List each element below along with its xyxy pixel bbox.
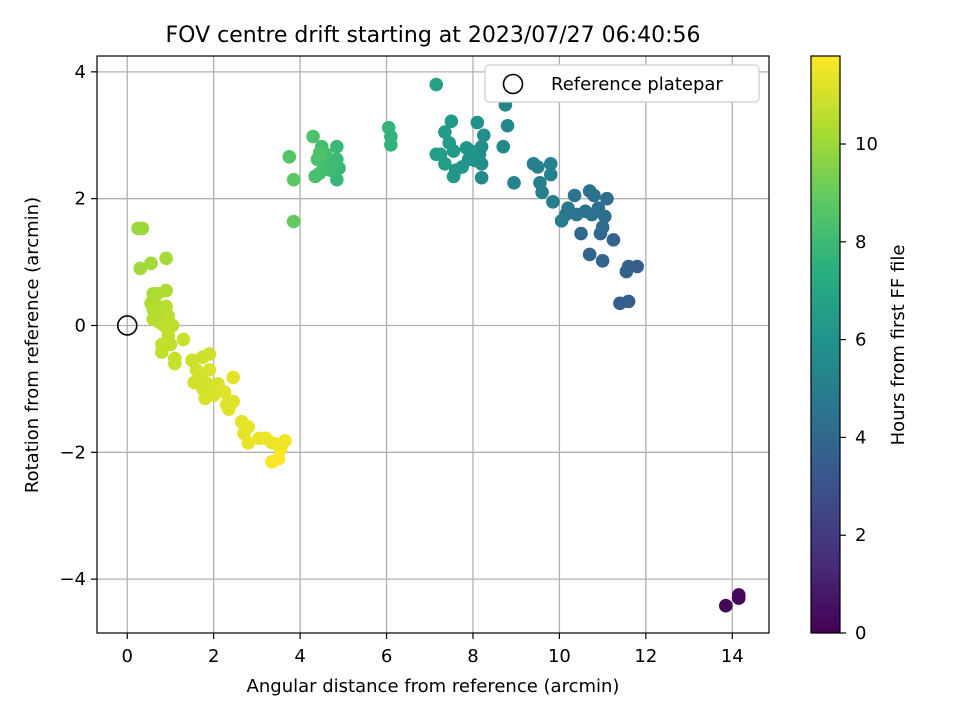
x-axis-ticks: 0 2 4 6 8 10 12 14 — [122, 633, 744, 667]
x-tick-label: 8 — [467, 646, 478, 667]
data-point — [459, 141, 474, 155]
data-point — [533, 176, 547, 190]
data-point — [543, 167, 558, 182]
data-point — [554, 214, 569, 228]
data-point — [438, 125, 452, 139]
data-point — [546, 195, 560, 209]
legend-marker — [502, 73, 524, 95]
data-point — [476, 128, 491, 143]
data-point — [448, 163, 463, 177]
legend: Reference platepar — [484, 64, 760, 103]
data-point — [217, 385, 232, 399]
data-point — [496, 139, 511, 154]
scatter-points — [131, 77, 746, 613]
legend-box — [484, 64, 760, 103]
data-point — [731, 588, 746, 602]
data-point — [381, 120, 396, 135]
data-point — [282, 150, 297, 164]
data-point — [226, 394, 240, 409]
colorbar-tick-label: 6 — [855, 330, 866, 351]
data-point — [500, 118, 515, 133]
legend-entry: Reference platepar — [551, 74, 723, 95]
data-point — [159, 283, 173, 298]
y-tick-label: 4 — [75, 62, 86, 83]
grid-lines — [97, 56, 769, 633]
data-point — [167, 356, 182, 371]
data-point — [567, 188, 582, 203]
colorbar-gradient — [810, 55, 841, 634]
data-point — [543, 156, 558, 171]
y-axis-label: Rotation from reference (arcmin) — [22, 197, 43, 493]
y-tick-label: 2 — [75, 189, 86, 210]
data-point — [429, 147, 444, 162]
data-point — [312, 146, 327, 160]
colorbar-tick-label: 10 — [855, 134, 878, 155]
data-point — [526, 156, 541, 171]
data-point — [330, 172, 344, 187]
x-tick-label: 10 — [548, 646, 571, 667]
colorbar-tick-label: 4 — [855, 427, 866, 448]
data-point — [206, 388, 221, 403]
y-tick-label: 0 — [75, 315, 86, 336]
data-point — [202, 363, 217, 377]
data-point — [574, 226, 588, 241]
data-point — [600, 191, 614, 206]
data-point — [595, 254, 610, 268]
data-point — [470, 115, 485, 130]
reference-platepar-marker — [116, 315, 138, 336]
x-tick-label: 6 — [381, 646, 392, 667]
data-point — [308, 169, 323, 184]
data-point — [135, 221, 150, 236]
x-axis-label: Angular distance from reference (arcmin) — [247, 676, 620, 697]
colorbar-ticks: 0 2 4 6 8 10 — [840, 134, 878, 644]
data-point — [613, 296, 627, 311]
x-tick-label: 12 — [634, 646, 657, 667]
y-tick-label: −2 — [59, 442, 86, 463]
data-point — [429, 77, 444, 92]
data-point — [241, 435, 256, 450]
x-tick-label: 2 — [208, 646, 219, 667]
data-point — [286, 172, 301, 187]
y-tick-label: −4 — [59, 569, 86, 590]
data-point — [286, 214, 301, 229]
x-tick-label: 14 — [721, 646, 744, 667]
data-point — [474, 170, 489, 185]
data-point — [442, 136, 457, 150]
data-point — [144, 256, 158, 271]
x-tick-label: 4 — [294, 646, 305, 667]
data-point — [202, 347, 217, 361]
data-point — [176, 332, 191, 347]
data-point — [718, 598, 733, 613]
data-point — [582, 247, 597, 262]
data-point — [595, 220, 610, 234]
data-point — [621, 259, 636, 274]
colorbar-tick-label: 2 — [855, 525, 866, 546]
data-point — [606, 233, 621, 247]
colorbar-tick-label: 0 — [855, 623, 866, 644]
data-point — [278, 434, 292, 448]
data-point — [306, 129, 320, 144]
colorbar: 0 2 4 6 8 10 Hours from first FF file — [810, 55, 909, 644]
data-point — [330, 139, 344, 154]
data-point — [200, 377, 214, 391]
data-point — [241, 420, 256, 434]
colorbar-tick-label: 8 — [855, 232, 866, 253]
data-point — [507, 176, 521, 190]
plot-frame — [96, 55, 770, 634]
data-point — [155, 345, 169, 359]
data-point — [582, 184, 597, 198]
y-axis-ticks: −4 −2 0 2 4 — [59, 62, 97, 590]
data-point — [159, 251, 173, 266]
data-point — [226, 370, 240, 385]
x-tick-label: 0 — [122, 646, 133, 667]
data-point — [133, 261, 148, 276]
chart-title: FOV centre drift starting at 2023/07/27 … — [166, 23, 701, 48]
data-point — [444, 114, 459, 129]
data-point — [271, 451, 286, 466]
colorbar-label: Hours from first FF file — [888, 245, 909, 446]
data-point — [474, 139, 489, 154]
